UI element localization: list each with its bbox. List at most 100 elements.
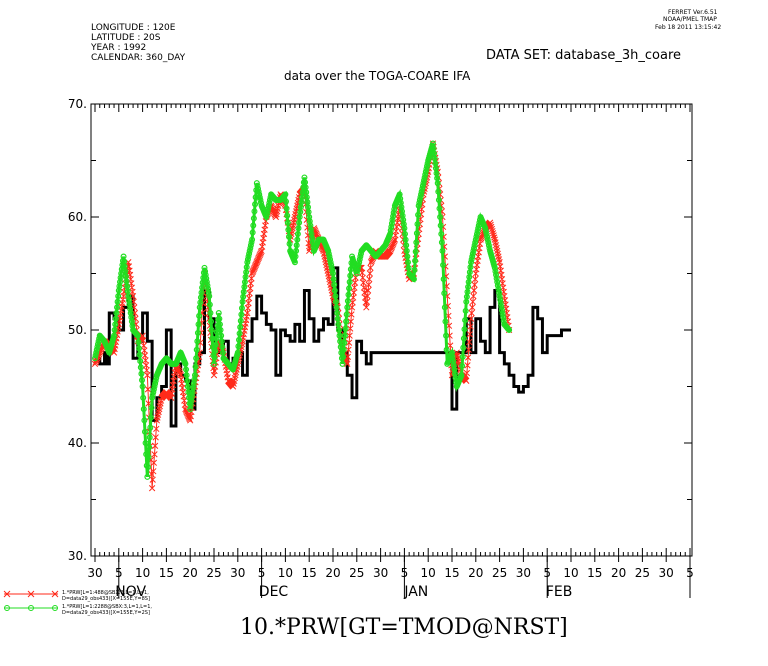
- green-series-point: [390, 213, 397, 220]
- green-series-point: [390, 209, 397, 216]
- green-series-point: [152, 380, 159, 387]
- green-series-point: [218, 338, 225, 345]
- green-series-point: [421, 174, 428, 181]
- green-series-point: [196, 312, 203, 319]
- green-series-point: [205, 289, 212, 296]
- green-series-point: [263, 214, 270, 221]
- meta-block: LONGITUDE : 120E LATITUDE : 20S YEAR : 1…: [90, 23, 186, 63]
- green-series-point: [204, 282, 211, 289]
- green-series-point: [460, 344, 467, 351]
- green-series-point: [205, 286, 212, 293]
- green-series-point: [346, 285, 353, 292]
- green-series-point: [192, 363, 199, 370]
- x-tick-label: 25: [635, 566, 650, 580]
- green-series-point: [442, 318, 449, 325]
- green-series-point: [472, 236, 479, 243]
- green-series-point: [356, 259, 363, 266]
- green-series-point: [236, 330, 243, 337]
- green-series-point: [440, 262, 447, 269]
- green-series-point: [461, 326, 468, 333]
- green-series-point: [250, 215, 257, 222]
- legend-green-line-2: D=data29_obs433)[X=155E,Y=2S]: [62, 610, 150, 616]
- green-series-point: [333, 304, 340, 311]
- green-series-point: [194, 329, 201, 336]
- green-series-point: [211, 360, 218, 367]
- green-series-point: [152, 377, 159, 384]
- green-series-point: [343, 318, 350, 325]
- green-series-point: [339, 360, 346, 367]
- green-series-point: [413, 230, 420, 237]
- green-series-point: [496, 289, 503, 296]
- green-series-point: [469, 253, 476, 260]
- green-series-point: [469, 250, 476, 257]
- y-tick-label: 30.: [68, 549, 87, 563]
- green-series-point: [149, 394, 156, 401]
- green-series-point: [216, 321, 223, 328]
- green-series-point: [421, 177, 428, 184]
- green-series-point: [238, 311, 245, 318]
- legend-green-marker-icon: [52, 605, 58, 611]
- green-series-point: [353, 270, 360, 277]
- green-series-point: [441, 290, 448, 297]
- green-series-point: [254, 182, 261, 189]
- green-series-point: [435, 197, 442, 204]
- green-series-point: [149, 391, 156, 398]
- expression-label: 10.*PRW[GT=TMOD@NRST]: [240, 615, 568, 640]
- green-series-point: [405, 264, 412, 271]
- green-series-point: [209, 335, 216, 342]
- green-series-point: [141, 417, 148, 424]
- green-series-point: [144, 473, 151, 480]
- green-series-point: [235, 336, 242, 343]
- green-series-point: [193, 355, 200, 362]
- x-tick-label: 30: [87, 566, 102, 580]
- legend-red-line-1: 1.*PRW[L=1:488@SBX:3,L=1,L=1,: [62, 590, 149, 596]
- green-series-point: [484, 236, 491, 243]
- green-series-point: [255, 185, 262, 192]
- green-series-point: [256, 191, 263, 198]
- green-series-point: [346, 278, 353, 285]
- x-tick-label: 15: [587, 566, 602, 580]
- x-tick-label: 20: [183, 566, 198, 580]
- green-series-point: [387, 227, 394, 234]
- green-series-point: [263, 211, 270, 218]
- green-series-point: [291, 259, 298, 266]
- green-series-point: [207, 310, 214, 317]
- chart-title: data over the TOGA-COARE IFA: [284, 69, 471, 83]
- green-series-point: [325, 247, 332, 254]
- x-tick-label: 30: [230, 566, 245, 580]
- green-series-point: [253, 180, 260, 187]
- green-series-point: [482, 228, 489, 235]
- green-series-point: [218, 332, 225, 339]
- green-series-point: [145, 454, 152, 461]
- green-series-point: [244, 259, 251, 266]
- x-tick-label: 10: [421, 566, 436, 580]
- green-series-point: [284, 212, 291, 219]
- green-series-point: [403, 247, 410, 254]
- green-series-point: [219, 343, 226, 350]
- green-series-point: [146, 434, 153, 441]
- green-series-point: [151, 383, 158, 390]
- green-series-point: [246, 247, 253, 254]
- green-series-point: [485, 239, 492, 246]
- green-series-point: [292, 253, 299, 260]
- green-series-line: [93, 143, 511, 477]
- dataset-label: DATA SET: database_3h_coare: [486, 48, 681, 63]
- green-series-point: [404, 259, 411, 266]
- green-series-point: [423, 165, 430, 172]
- green-series-point: [144, 464, 151, 471]
- green-series-point: [354, 264, 361, 271]
- green-series-point: [206, 301, 213, 308]
- software-line-3: Feb 18 2011 13:15:42: [655, 24, 721, 31]
- green-series-point: [136, 345, 143, 352]
- green-series-point: [343, 311, 350, 318]
- x-tick-label: 25: [349, 566, 364, 580]
- year-text: YEAR : 1992: [90, 43, 146, 53]
- green-series-point: [441, 304, 448, 311]
- green-series-point: [250, 222, 257, 229]
- green-series-point: [245, 253, 252, 260]
- green-series-point: [332, 298, 339, 305]
- green-series-point: [293, 242, 300, 249]
- calendar-text: CALENDAR: 360_DAY: [91, 53, 186, 63]
- green-series-point: [293, 247, 300, 254]
- x-tick-label: 25: [206, 566, 221, 580]
